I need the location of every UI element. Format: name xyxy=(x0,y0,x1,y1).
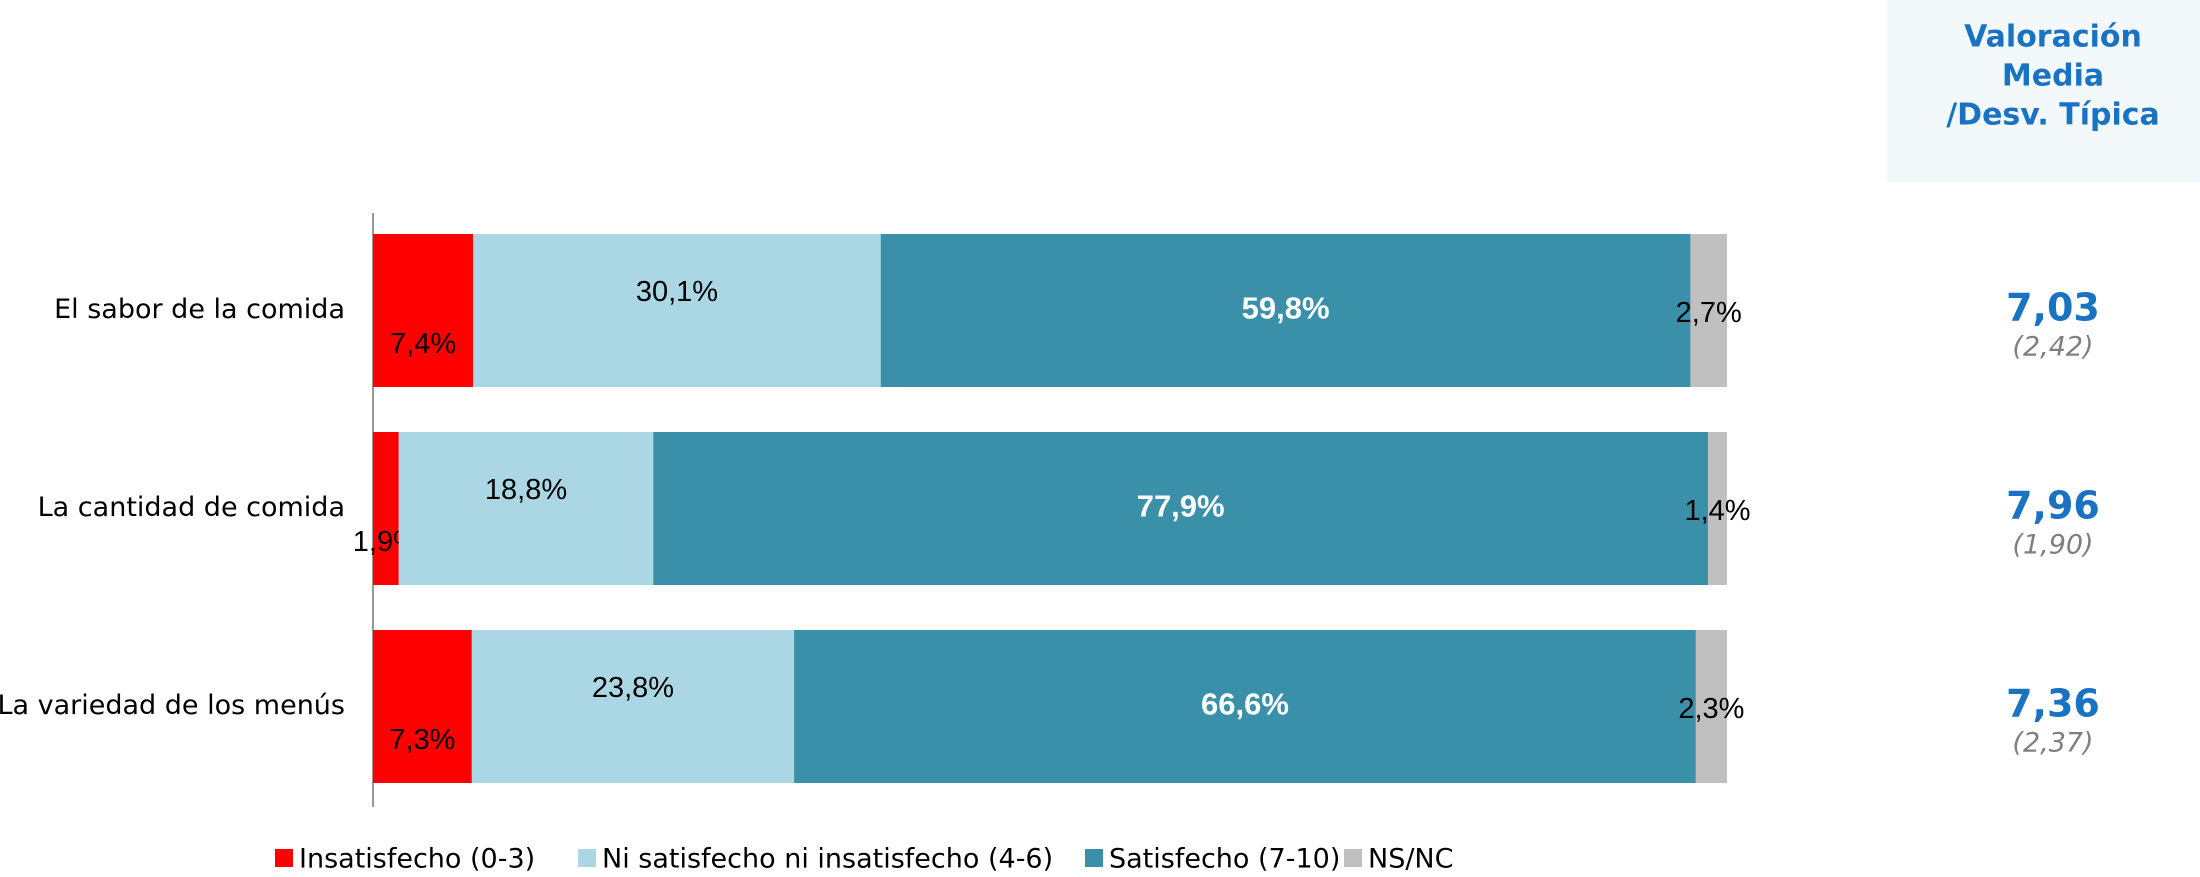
value-label: 7,3% xyxy=(389,724,455,756)
legend-swatch xyxy=(1085,849,1103,867)
value-label: 2,3% xyxy=(1678,693,1744,725)
value-label: 77,9% xyxy=(1137,489,1225,524)
bar-segment xyxy=(1695,630,1727,783)
bar-segment xyxy=(471,630,795,783)
value-label: 30,1% xyxy=(636,276,718,308)
panel-background xyxy=(1887,0,2200,182)
panel-title: Valoración xyxy=(1964,20,2142,55)
bar-segment xyxy=(794,630,1696,783)
category-label: El sabor de la comida xyxy=(54,294,345,325)
value-label: 23,8% xyxy=(592,672,674,704)
legend-swatch xyxy=(1344,849,1362,867)
legend-label: Satisfecho (7-10) xyxy=(1109,844,1340,875)
panel-title: Media xyxy=(2002,59,2104,94)
legend-label: Insatisfecho (0-3) xyxy=(299,844,535,875)
value-label: 2,7% xyxy=(1676,297,1742,329)
value-label: 7,4% xyxy=(390,328,456,360)
deviation-value: (2,42) xyxy=(2012,332,2093,363)
value-label: 1,4% xyxy=(1684,495,1750,527)
legend-swatch xyxy=(275,849,293,867)
bar-segment xyxy=(373,630,472,783)
legend-swatch xyxy=(578,849,596,867)
value-label: 59,8% xyxy=(1242,291,1330,326)
bar-segment xyxy=(880,234,1691,387)
value-label: 18,8% xyxy=(485,474,567,506)
value-label: 66,6% xyxy=(1201,687,1289,722)
category-label: La cantidad de comida xyxy=(38,492,345,523)
bar-segment xyxy=(653,432,1709,585)
legend-label: Ni satisfecho ni insatisfecho (4-6) xyxy=(602,844,1053,875)
deviation-value: (2,37) xyxy=(2012,728,2093,759)
bar-segment xyxy=(373,234,474,387)
bar-segment xyxy=(398,432,654,585)
mean-value: 7,03 xyxy=(2006,286,2100,330)
bar-segment xyxy=(1690,234,1727,387)
mean-value: 7,36 xyxy=(2006,682,2100,726)
legend-label: NS/NC xyxy=(1368,844,1453,875)
deviation-value: (1,90) xyxy=(2012,530,2093,561)
mean-value: 7,96 xyxy=(2006,484,2100,528)
bar-segment xyxy=(473,234,881,387)
panel-title: /Desv. Típica xyxy=(1946,98,2160,133)
bar-segment xyxy=(1708,432,1727,585)
bar-segment xyxy=(373,432,399,585)
category-label: La variedad de los menús xyxy=(0,690,345,721)
